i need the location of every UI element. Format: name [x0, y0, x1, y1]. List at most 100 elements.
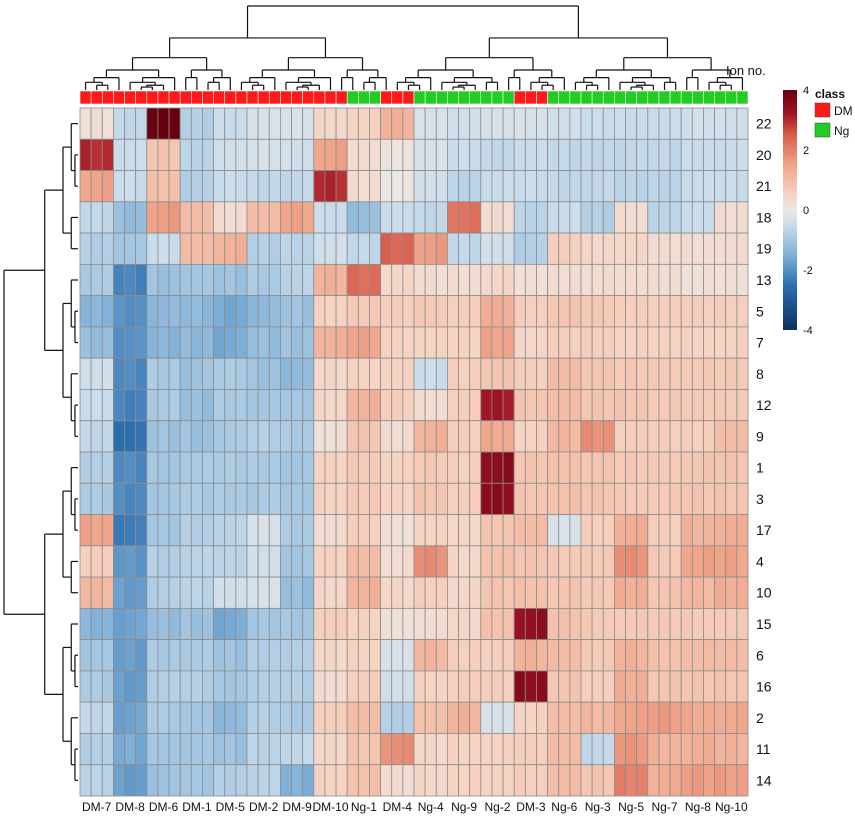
heatmap-cell [213, 263, 226, 297]
class-bar-cell [547, 90, 560, 105]
heatmap-cell [591, 733, 604, 766]
heatmap-cell [680, 295, 693, 328]
heatmap-cell [658, 764, 671, 797]
heatmap-cell [569, 451, 582, 484]
heatmap-cell [79, 639, 92, 672]
heatmap-cell [614, 607, 626, 641]
heatmap-cell [558, 764, 571, 797]
heatmap-cell [168, 107, 181, 140]
heatmap-cell [614, 170, 626, 203]
heatmap-cell [402, 263, 415, 297]
heatmap-cell [647, 482, 660, 515]
heatmap-cell [547, 514, 560, 547]
heatmap-cell [268, 764, 281, 797]
heatmap-cell [625, 514, 638, 547]
heatmap-cell [90, 201, 103, 234]
heatmap-cell [569, 201, 582, 234]
heatmap-cell [714, 357, 727, 390]
heatmap-cell [591, 170, 604, 203]
heatmap-cell [346, 764, 359, 797]
heatmap-cell [680, 201, 693, 234]
heatmap-cell [213, 389, 226, 422]
heatmap-cell [324, 389, 337, 422]
heatmap-cell [725, 420, 738, 453]
heatmap-cell [625, 482, 638, 515]
heatmap-cell [413, 420, 426, 453]
heatmap-cell [335, 201, 348, 234]
heatmap-cell [224, 670, 237, 703]
heatmap-cell [391, 576, 404, 609]
heatmap-cell [413, 482, 426, 515]
heatmap-cell [647, 326, 660, 359]
heatmap-cell [625, 639, 638, 672]
heatmap-cell [591, 232, 604, 265]
heatmap-cell [101, 733, 114, 766]
heatmap-cell [614, 295, 626, 328]
heatmap-cell [179, 170, 192, 203]
heatmap-cell [246, 482, 259, 515]
heatmap-cell [335, 482, 348, 515]
heatmap-cell [101, 482, 114, 515]
heatmap-cell [324, 263, 337, 297]
heatmap-cell [636, 326, 649, 359]
heatmap-cell [491, 170, 504, 203]
heatmap-cell [446, 607, 459, 641]
heatmap-cell [291, 357, 304, 390]
heatmap-cell [246, 639, 259, 672]
column-label: Ng-1 [351, 800, 377, 814]
heatmap-cell [79, 764, 92, 797]
heatmap-cell [536, 357, 548, 390]
heatmap-cell [435, 107, 448, 140]
heatmap-cell [402, 670, 415, 703]
heatmap-cell [569, 232, 582, 265]
heatmap-cell [636, 701, 649, 734]
heatmap-cell [725, 733, 738, 766]
heatmap-cell [413, 701, 426, 734]
heatmap-cell [480, 420, 493, 453]
heatmap-cell [190, 733, 203, 766]
heatmap-cell [402, 482, 415, 515]
heatmap-cell [335, 607, 348, 641]
heatmap-cell [625, 607, 638, 641]
heatmap-cell [424, 170, 437, 203]
color-scale-bar [783, 90, 797, 330]
heatmap-cell [714, 451, 727, 484]
heatmap-cell [614, 670, 626, 703]
heatmap-cell [591, 670, 604, 703]
heatmap-cell [602, 670, 615, 703]
row-label: 9 [756, 428, 764, 444]
heatmap-cell [157, 201, 170, 234]
heatmap-cell [90, 639, 103, 672]
heatmap-cell [101, 607, 114, 641]
heatmap-cell [669, 232, 682, 265]
heatmap-cell [335, 232, 348, 265]
heatmap-cell [79, 451, 92, 484]
heatmap-cell [469, 107, 482, 140]
heatmap-cell [224, 639, 237, 672]
heatmap-cell [246, 170, 259, 203]
heatmap-cell [736, 764, 749, 797]
heatmap-cell [569, 389, 582, 422]
heatmap-cell [402, 201, 415, 234]
heatmap-cell [636, 107, 649, 140]
heatmap-cell [90, 733, 103, 766]
heatmap-cell [680, 420, 693, 453]
heatmap-cell [669, 201, 682, 234]
heatmap-cell [324, 357, 337, 390]
heatmap-cell [636, 138, 649, 171]
heatmap-cell [369, 201, 382, 234]
heatmap-cell [391, 482, 404, 515]
heatmap-cell [369, 639, 382, 672]
heatmap-cell [658, 326, 671, 359]
heatmap-cell [614, 482, 626, 515]
heatmap-cell [279, 764, 292, 797]
heatmap-cell [257, 514, 270, 547]
heatmap-cell [346, 263, 359, 297]
heatmap-cell [435, 389, 448, 422]
heatmap-cell [135, 639, 148, 672]
heatmap-cell [502, 482, 515, 515]
heatmap-cell [380, 701, 393, 734]
heatmap-cell [614, 232, 626, 265]
heatmap-cell [157, 670, 170, 703]
heatmap-cell [179, 482, 192, 515]
